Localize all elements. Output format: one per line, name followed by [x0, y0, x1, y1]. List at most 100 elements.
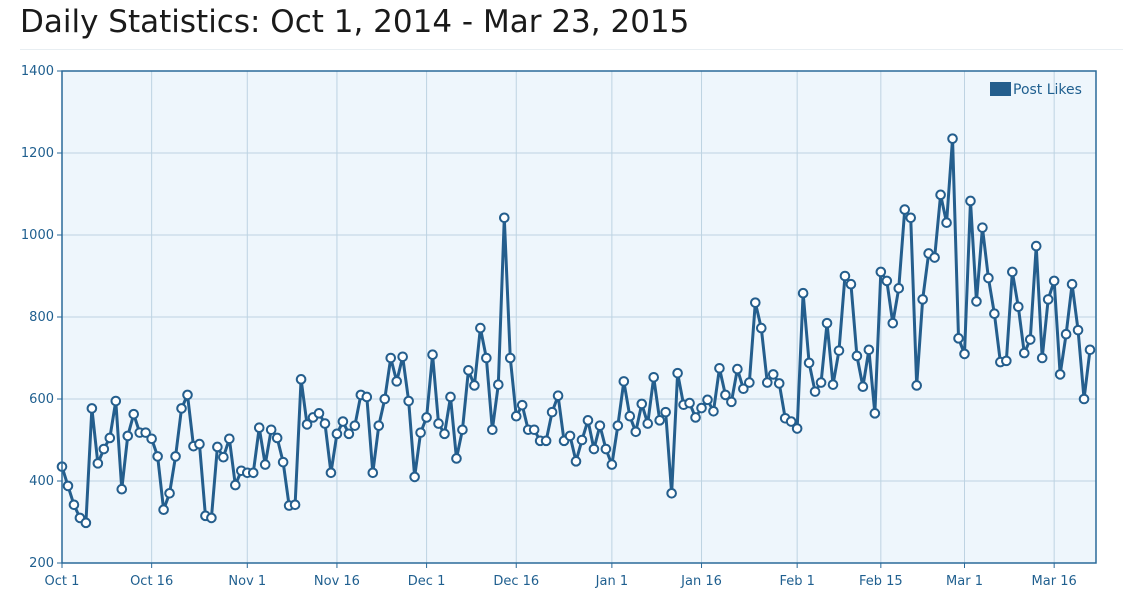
data-point[interactable] [528, 424, 540, 436]
data-point[interactable] [696, 402, 707, 414]
data-point[interactable] [785, 416, 797, 427]
data-point[interactable] [875, 266, 887, 278]
data-point[interactable] [313, 408, 325, 419]
data-point[interactable] [893, 283, 905, 294]
data-point[interactable] [624, 410, 636, 422]
data-point[interactable] [176, 403, 187, 414]
data-point[interactable] [983, 272, 994, 284]
data-point[interactable] [821, 317, 833, 329]
data-point[interactable] [738, 383, 749, 395]
data-point[interactable] [1007, 266, 1018, 278]
data-point[interactable] [612, 420, 624, 431]
data-point[interactable] [750, 297, 761, 308]
data-point[interactable] [905, 212, 917, 224]
data-point[interactable] [86, 403, 98, 414]
data-point[interactable] [684, 397, 695, 409]
data-point[interactable] [1066, 278, 1078, 290]
data-point[interactable] [1018, 347, 1030, 359]
data-point[interactable] [475, 322, 486, 334]
data-point[interactable] [989, 308, 1000, 320]
data-point[interactable] [403, 395, 414, 407]
data-point[interactable] [504, 352, 516, 364]
data-point[interactable] [194, 438, 205, 450]
data-point[interactable] [152, 451, 163, 462]
data-point[interactable] [451, 453, 462, 464]
data-point[interactable] [636, 398, 648, 410]
data-point[interactable] [791, 423, 803, 434]
data-point[interactable] [397, 351, 408, 363]
data-point[interactable] [761, 377, 773, 388]
data-point[interactable] [253, 422, 265, 434]
data-point[interactable] [415, 427, 426, 438]
data-point[interactable] [1072, 324, 1084, 336]
data-point[interactable] [570, 456, 582, 467]
data-point[interactable] [708, 406, 719, 417]
data-point[interactable] [277, 456, 289, 468]
data-point[interactable] [1042, 294, 1054, 305]
data-point[interactable] [887, 317, 899, 329]
data-point[interactable] [1013, 301, 1024, 313]
data-point[interactable] [540, 435, 552, 447]
data-point[interactable] [965, 195, 976, 207]
data-point[interactable] [702, 394, 713, 406]
data-point[interactable] [881, 275, 893, 287]
data-point[interactable] [170, 451, 181, 462]
data-point[interactable] [642, 418, 654, 429]
data-point[interactable] [469, 380, 480, 391]
data-point[interactable] [1024, 334, 1036, 345]
data-point[interactable] [116, 483, 128, 495]
data-point[interactable] [457, 424, 468, 436]
data-point[interactable] [803, 357, 815, 369]
data-point[interactable] [247, 467, 259, 479]
data-point[interactable] [959, 348, 970, 360]
data-point[interactable] [755, 322, 767, 334]
data-point[interactable] [576, 434, 588, 446]
data-point[interactable] [618, 376, 630, 387]
data-point[interactable] [1060, 328, 1072, 340]
data-point[interactable] [463, 365, 474, 376]
data-point[interactable] [666, 488, 677, 499]
data-point[interactable] [744, 377, 755, 388]
data-point[interactable] [839, 270, 851, 282]
data-point[interactable] [218, 451, 229, 463]
data-point[interactable] [941, 217, 952, 228]
data-point[interactable] [385, 352, 397, 364]
data-point[interactable] [588, 443, 600, 455]
data-point[interactable] [122, 430, 134, 442]
data-point[interactable] [146, 433, 157, 445]
data-point[interactable] [361, 391, 373, 403]
data-point[interactable] [971, 296, 982, 307]
legend[interactable]: Post Likes [990, 82, 1082, 98]
data-point[interactable] [815, 377, 827, 388]
data-point[interactable] [929, 252, 940, 263]
data-point[interactable] [445, 391, 456, 403]
data-point[interactable] [140, 427, 151, 438]
data-point[interactable] [809, 386, 821, 397]
data-point[interactable] [62, 480, 74, 492]
data-point[interactable] [104, 432, 116, 444]
data-point[interactable] [206, 512, 217, 524]
data-point[interactable] [301, 419, 313, 430]
data-point[interactable] [833, 345, 845, 356]
data-point[interactable] [600, 443, 612, 455]
data-point[interactable] [68, 499, 80, 511]
data-point[interactable] [230, 479, 241, 491]
data-point[interactable] [498, 212, 510, 224]
data-point[interactable] [857, 381, 869, 393]
data-point[interactable] [182, 389, 193, 401]
data-point[interactable] [224, 433, 235, 445]
data-point[interactable] [164, 488, 175, 499]
data-point[interactable] [899, 204, 911, 215]
data-point[interactable] [935, 189, 946, 201]
data-point[interactable] [271, 432, 283, 444]
data-point[interactable] [331, 428, 343, 440]
data-point[interactable] [773, 378, 785, 389]
data-point[interactable] [373, 420, 385, 431]
data-point[interactable] [648, 371, 660, 383]
data-point[interactable] [367, 467, 379, 479]
data-point[interactable] [869, 408, 881, 419]
data-point[interactable] [259, 459, 271, 470]
data-point[interactable] [582, 415, 594, 426]
data-point[interactable] [439, 428, 450, 440]
data-point[interactable] [379, 393, 391, 405]
